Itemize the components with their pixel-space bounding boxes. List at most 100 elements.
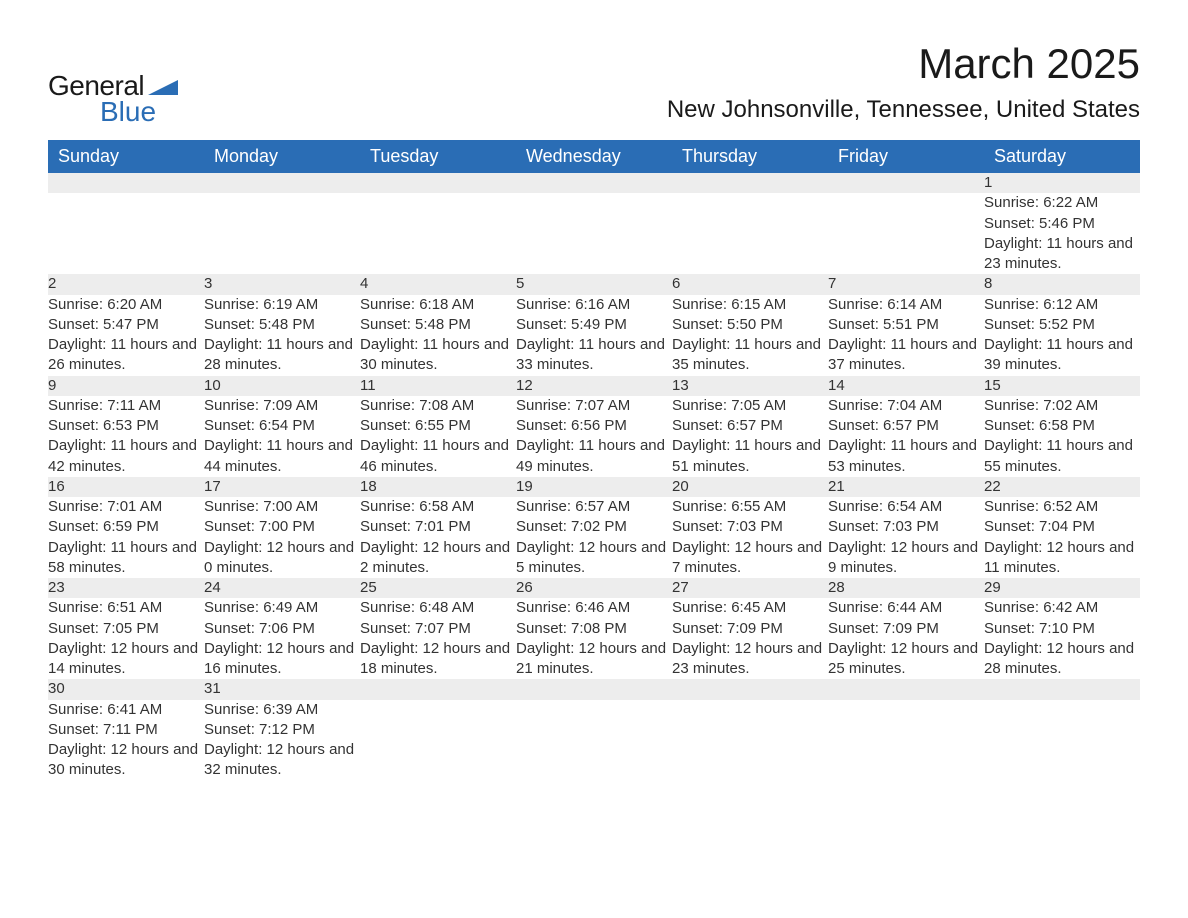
daylight-text: Daylight: 12 hours and 32 minutes. <box>204 740 360 781</box>
day-content-cell: Sunrise: 6:41 AMSunset: 7:11 PMDaylight:… <box>48 700 204 781</box>
sunrise-text: Sunrise: 6:22 AM <box>984 193 1140 213</box>
sunrise-text: Sunrise: 7:08 AM <box>360 396 516 416</box>
weekday-header: Friday <box>828 140 984 173</box>
day-number-cell: 20 <box>672 477 828 497</box>
day-content-cell <box>516 193 672 274</box>
sunrise-text: Sunrise: 6:54 AM <box>828 497 984 517</box>
weekday-header: Thursday <box>672 140 828 173</box>
week-content-row: Sunrise: 6:51 AMSunset: 7:05 PMDaylight:… <box>48 598 1140 679</box>
day-number-cell: 4 <box>360 274 516 294</box>
week-daynum-row: 2345678 <box>48 274 1140 294</box>
daylight-text: Daylight: 12 hours and 11 minutes. <box>984 538 1140 579</box>
week-daynum-row: 9101112131415 <box>48 376 1140 396</box>
sunset-text: Sunset: 5:51 PM <box>828 315 984 335</box>
sunset-text: Sunset: 7:06 PM <box>204 619 360 639</box>
sunset-text: Sunset: 5:48 PM <box>360 315 516 335</box>
day-number-cell: 30 <box>48 679 204 699</box>
day-content-cell: Sunrise: 6:39 AMSunset: 7:12 PMDaylight:… <box>204 700 360 781</box>
week-content-row: Sunrise: 6:41 AMSunset: 7:11 PMDaylight:… <box>48 700 1140 781</box>
day-content-cell: Sunrise: 6:51 AMSunset: 7:05 PMDaylight:… <box>48 598 204 679</box>
daylight-text: Daylight: 11 hours and 37 minutes. <box>828 335 984 376</box>
weekday-header: Wednesday <box>516 140 672 173</box>
weekday-header: Monday <box>204 140 360 173</box>
month-title: March 2025 <box>667 40 1140 88</box>
sunrise-text: Sunrise: 7:11 AM <box>48 396 204 416</box>
day-number-cell <box>984 679 1140 699</box>
sunrise-text: Sunrise: 6:45 AM <box>672 598 828 618</box>
daylight-text: Daylight: 11 hours and 55 minutes. <box>984 436 1140 477</box>
sunset-text: Sunset: 7:01 PM <box>360 517 516 537</box>
day-number-cell: 12 <box>516 376 672 396</box>
day-content-cell: Sunrise: 7:05 AMSunset: 6:57 PMDaylight:… <box>672 396 828 477</box>
day-content-cell: Sunrise: 6:57 AMSunset: 7:02 PMDaylight:… <box>516 497 672 578</box>
daylight-text: Daylight: 12 hours and 7 minutes. <box>672 538 828 579</box>
sunset-text: Sunset: 7:00 PM <box>204 517 360 537</box>
day-content-cell: Sunrise: 7:11 AMSunset: 6:53 PMDaylight:… <box>48 396 204 477</box>
sunrise-text: Sunrise: 6:39 AM <box>204 700 360 720</box>
sunrise-text: Sunrise: 6:55 AM <box>672 497 828 517</box>
day-content-cell: Sunrise: 6:58 AMSunset: 7:01 PMDaylight:… <box>360 497 516 578</box>
week-daynum-row: 3031 <box>48 679 1140 699</box>
daylight-text: Daylight: 11 hours and 49 minutes. <box>516 436 672 477</box>
day-number-cell: 6 <box>672 274 828 294</box>
sunset-text: Sunset: 5:49 PM <box>516 315 672 335</box>
daylight-text: Daylight: 11 hours and 51 minutes. <box>672 436 828 477</box>
daylight-text: Daylight: 12 hours and 9 minutes. <box>828 538 984 579</box>
day-number-cell: 1 <box>984 173 1140 193</box>
sunset-text: Sunset: 7:03 PM <box>828 517 984 537</box>
day-number-cell: 17 <box>204 477 360 497</box>
sunrise-text: Sunrise: 6:58 AM <box>360 497 516 517</box>
day-content-cell <box>672 700 828 781</box>
sunset-text: Sunset: 6:57 PM <box>828 416 984 436</box>
daylight-text: Daylight: 11 hours and 53 minutes. <box>828 436 984 477</box>
day-content-cell: Sunrise: 7:09 AMSunset: 6:54 PMDaylight:… <box>204 396 360 477</box>
day-content-cell: Sunrise: 6:42 AMSunset: 7:10 PMDaylight:… <box>984 598 1140 679</box>
week-daynum-row: 23242526272829 <box>48 578 1140 598</box>
day-content-cell: Sunrise: 7:01 AMSunset: 6:59 PMDaylight:… <box>48 497 204 578</box>
day-number-cell <box>828 173 984 193</box>
day-number-cell: 31 <box>204 679 360 699</box>
day-number-cell <box>516 679 672 699</box>
daylight-text: Daylight: 12 hours and 0 minutes. <box>204 538 360 579</box>
sunset-text: Sunset: 7:12 PM <box>204 720 360 740</box>
sunset-text: Sunset: 7:10 PM <box>984 619 1140 639</box>
day-content-cell: Sunrise: 6:20 AMSunset: 5:47 PMDaylight:… <box>48 295 204 376</box>
sunset-text: Sunset: 7:07 PM <box>360 619 516 639</box>
daylight-text: Daylight: 11 hours and 26 minutes. <box>48 335 204 376</box>
day-number-cell: 27 <box>672 578 828 598</box>
daylight-text: Daylight: 12 hours and 28 minutes. <box>984 639 1140 680</box>
week-content-row: Sunrise: 7:01 AMSunset: 6:59 PMDaylight:… <box>48 497 1140 578</box>
sunset-text: Sunset: 7:11 PM <box>48 720 204 740</box>
daylight-text: Daylight: 12 hours and 14 minutes. <box>48 639 204 680</box>
daylight-text: Daylight: 12 hours and 23 minutes. <box>672 639 828 680</box>
sunrise-text: Sunrise: 6:16 AM <box>516 295 672 315</box>
day-number-cell: 2 <box>48 274 204 294</box>
day-content-cell: Sunrise: 6:54 AMSunset: 7:03 PMDaylight:… <box>828 497 984 578</box>
sunrise-text: Sunrise: 6:51 AM <box>48 598 204 618</box>
daylight-text: Daylight: 12 hours and 25 minutes. <box>828 639 984 680</box>
daylight-text: Daylight: 11 hours and 46 minutes. <box>360 436 516 477</box>
daylight-text: Daylight: 11 hours and 42 minutes. <box>48 436 204 477</box>
day-content-cell <box>360 193 516 274</box>
daylight-text: Daylight: 12 hours and 30 minutes. <box>48 740 204 781</box>
daylight-text: Daylight: 11 hours and 35 minutes. <box>672 335 828 376</box>
sunset-text: Sunset: 7:02 PM <box>516 517 672 537</box>
daylight-text: Daylight: 11 hours and 23 minutes. <box>984 234 1140 275</box>
sunrise-text: Sunrise: 6:18 AM <box>360 295 516 315</box>
sunrise-text: Sunrise: 6:12 AM <box>984 295 1140 315</box>
day-content-cell <box>828 193 984 274</box>
day-content-cell <box>204 193 360 274</box>
day-number-cell: 9 <box>48 376 204 396</box>
title-block: March 2025 New Johnsonville, Tennessee, … <box>667 40 1140 124</box>
sunrise-text: Sunrise: 7:02 AM <box>984 396 1140 416</box>
week-content-row: Sunrise: 6:20 AMSunset: 5:47 PMDaylight:… <box>48 295 1140 376</box>
daylight-text: Daylight: 12 hours and 16 minutes. <box>204 639 360 680</box>
day-number-cell: 14 <box>828 376 984 396</box>
sunrise-text: Sunrise: 7:00 AM <box>204 497 360 517</box>
sunset-text: Sunset: 6:58 PM <box>984 416 1140 436</box>
sunset-text: Sunset: 7:09 PM <box>828 619 984 639</box>
day-content-cell: Sunrise: 6:18 AMSunset: 5:48 PMDaylight:… <box>360 295 516 376</box>
day-number-cell <box>48 173 204 193</box>
sunrise-text: Sunrise: 6:52 AM <box>984 497 1140 517</box>
day-number-cell: 25 <box>360 578 516 598</box>
